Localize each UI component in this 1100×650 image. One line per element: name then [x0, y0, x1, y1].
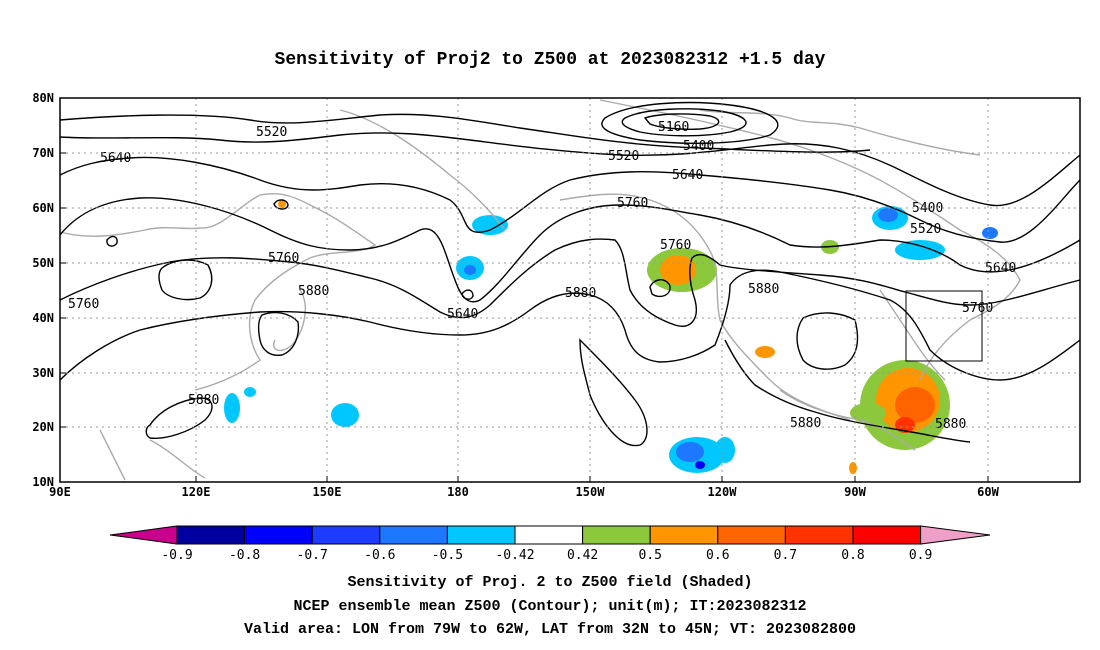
x-tick-label: 150W	[576, 485, 606, 499]
contour-label: 5520	[256, 125, 287, 140]
y-tick-label: 80N	[32, 91, 54, 105]
shade-patch	[715, 437, 735, 463]
shade-patch	[895, 417, 915, 433]
shade-patch	[755, 346, 775, 358]
colorbar-label: -0.6	[364, 548, 395, 563]
y-axis-ticks: 80N 70N 60N 50N 40N 30N 20N 10N	[32, 91, 66, 489]
contour-label: 5760	[68, 297, 99, 312]
contour-label: 5760	[962, 301, 993, 316]
contour-label: 5760	[617, 196, 648, 211]
colorbar-label: 0.6	[706, 548, 729, 563]
x-tick-label: 150E	[313, 485, 342, 499]
y-tick-label: 10N	[32, 475, 54, 489]
colorbar-segment	[784, 525, 854, 545]
colorbar-label: -0.5	[432, 548, 463, 563]
colorbar-label: -0.42	[495, 548, 534, 563]
shade-patch	[895, 240, 945, 260]
colorbar-low-tip	[109, 525, 178, 545]
colorbar-high-tip	[920, 525, 991, 545]
x-tick-label: 120W	[708, 485, 738, 499]
gridlines	[60, 98, 1080, 482]
contour-label: 5640	[447, 307, 478, 322]
shade-patch	[878, 208, 898, 222]
shade-patch	[850, 403, 886, 423]
shade-patch	[695, 461, 705, 469]
colorbar-label: 0.7	[774, 548, 797, 563]
x-tick-label: 120E	[182, 485, 211, 499]
colorbar-label: -0.9	[161, 548, 192, 563]
contour-label: 5640	[985, 261, 1016, 276]
y-tick-label: 30N	[32, 366, 54, 380]
map-title: Sensitivity of Proj2 to Z500 at 20230823…	[274, 50, 826, 70]
colorbar-segment	[311, 525, 381, 545]
colorbar-segment	[717, 525, 786, 545]
colorbar-segment	[649, 525, 719, 545]
shade-patch	[660, 255, 696, 285]
colorbar-segment	[379, 525, 448, 545]
colorbar-label: 0.42	[567, 548, 598, 563]
contour-label: 5400	[912, 201, 943, 216]
map-frame	[59, 97, 1081, 483]
sensitivity-shading	[224, 200, 998, 474]
shade-patch	[895, 387, 935, 423]
colorbar-label: 0.8	[841, 548, 864, 563]
shade-patch	[244, 387, 256, 397]
coastlines	[59, 99, 1021, 481]
colorbar-label: 0.9	[909, 548, 932, 563]
shade-patch	[982, 227, 998, 239]
colorbar-segment	[582, 525, 651, 545]
y-tick-label: 20N	[32, 420, 54, 434]
colorbar-label: -0.8	[229, 548, 260, 563]
y-tick-label: 70N	[32, 146, 54, 160]
colorbar-segment	[244, 525, 313, 545]
shade-patch	[472, 215, 508, 235]
colorbar: -0.9 -0.8 -0.7 -0.6 -0.5 -0.42 0.42 0.5 0.6 0.7 0.…	[109, 525, 991, 563]
colorbar-segment	[514, 525, 584, 545]
y-tick-label: 50N	[32, 256, 54, 270]
contour-label: 5880	[188, 393, 219, 408]
contour-label: 5880	[790, 416, 821, 431]
y-tick-label: 60N	[32, 201, 54, 215]
contour-label: 5880	[565, 286, 596, 301]
shade-patch	[278, 200, 286, 208]
shade-patch	[849, 462, 857, 474]
contour-label: 5640	[672, 168, 703, 183]
x-tick-label: 60W	[977, 485, 999, 499]
x-axis-ticks: 90E 120E 150E 180 150W 120W 90W 60W	[49, 476, 1000, 499]
contour-label: 5640	[100, 151, 131, 166]
contour-labels: 5160 5400 5400 5520 5520 5520 5640 5640 …	[68, 120, 1016, 432]
caption-line-2: NCEP ensemble mean Z500 (Contour); unit(…	[293, 598, 807, 615]
colorbar-segment	[446, 525, 516, 545]
contour-label: 5520	[608, 149, 639, 164]
caption-line-3: Valid area: LON from 79W to 62W, LAT fro…	[243, 621, 857, 638]
shade-patch	[464, 265, 476, 275]
contour-label: 5880	[935, 417, 966, 432]
x-tick-label: 90W	[844, 485, 866, 499]
contour-label: 5520	[910, 222, 941, 237]
contour-label: 5760	[660, 238, 691, 253]
colorbar-segment	[176, 525, 246, 545]
contour-label: 5160	[658, 120, 689, 135]
shade-patch	[676, 442, 704, 462]
contour-label: 5880	[298, 284, 329, 299]
y-tick-label: 40N	[32, 311, 54, 325]
contour-label: 5400	[683, 139, 714, 154]
colorbar-label: 0.5	[638, 548, 661, 563]
x-tick-label: 180	[447, 485, 469, 499]
z500-contours	[59, 101, 1081, 447]
contour-label: 5760	[268, 251, 299, 266]
colorbar-label: -0.7	[297, 548, 328, 563]
colorbar-segment	[852, 525, 922, 545]
contour-label: 5880	[748, 282, 779, 297]
x-tick-label: 90E	[49, 485, 71, 499]
shade-patch	[331, 403, 359, 427]
caption-line-1: Sensitivity of Proj. 2 to Z500 field (Sh…	[347, 574, 753, 591]
shade-patch	[224, 393, 240, 423]
